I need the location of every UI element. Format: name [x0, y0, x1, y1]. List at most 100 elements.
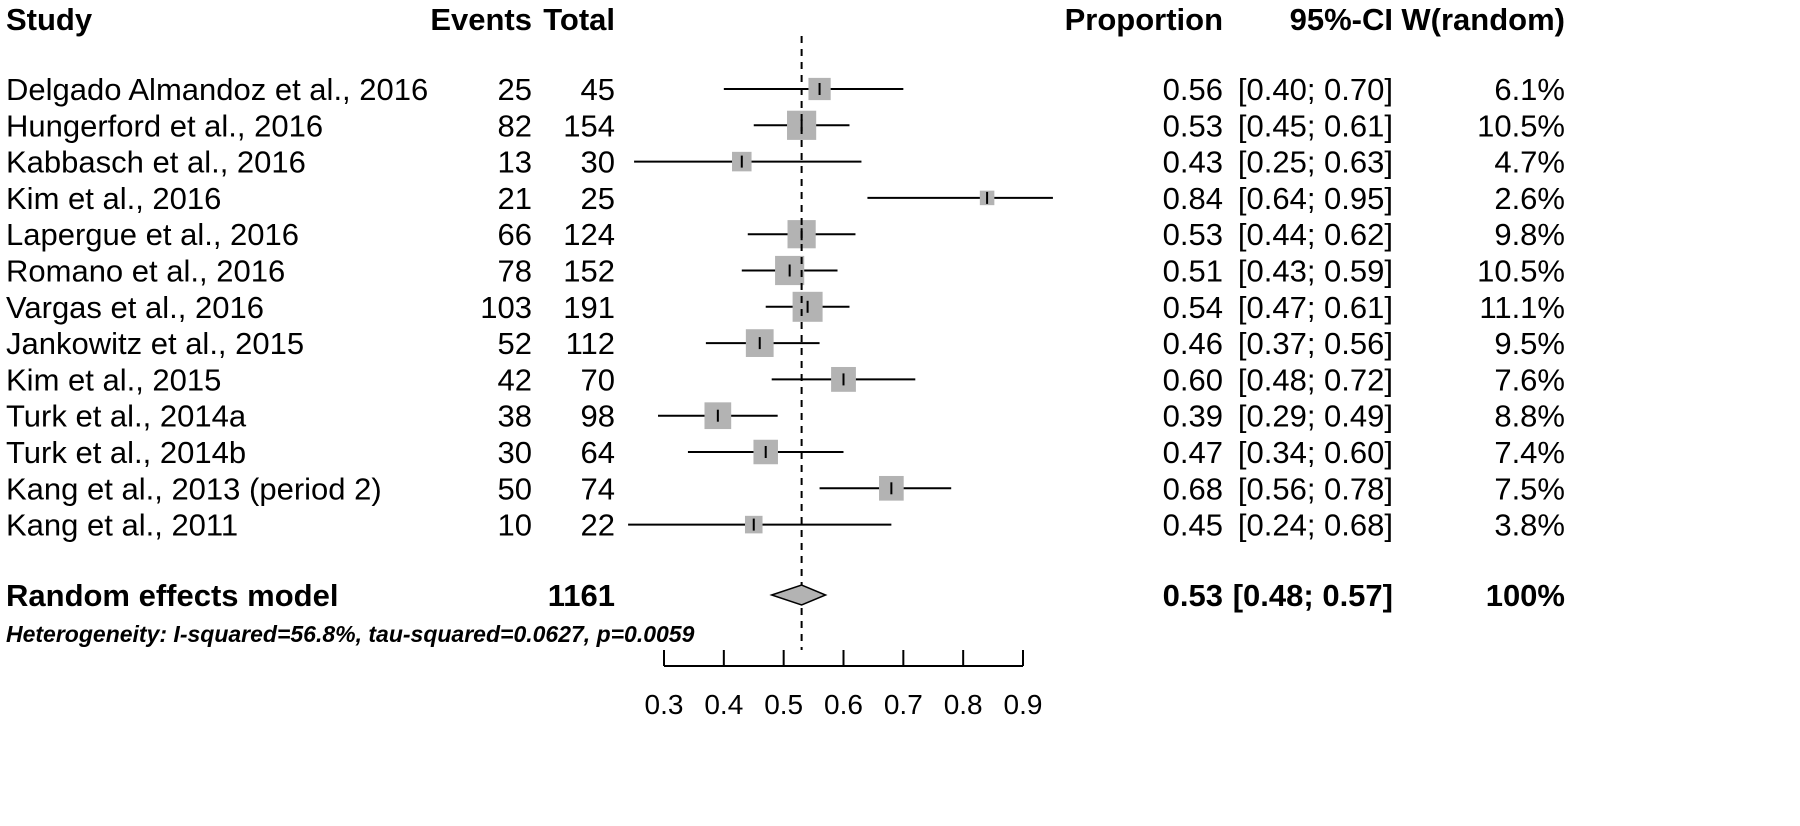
pooled-label: Random effects model	[6, 578, 338, 613]
x-tick-label: 0.9	[1004, 689, 1043, 720]
study-weight: 10.5%	[1477, 108, 1565, 143]
x-tick-label: 0.3	[645, 689, 684, 720]
study-weight: 2.6%	[1494, 181, 1565, 216]
x-tick-label: 0.8	[944, 689, 983, 720]
study-total: 45	[581, 72, 615, 107]
study-name: Vargas et al., 2016	[6, 290, 264, 325]
study-events: 13	[498, 145, 532, 180]
study-total: 154	[563, 108, 615, 143]
study-events: 103	[480, 290, 532, 325]
study-events: 10	[498, 508, 532, 543]
study-row: Turk et al., 2014b 30 64 0.47 [0.34; 0.60] 7.…	[6, 435, 1565, 470]
study-proportion: 0.53	[1163, 217, 1223, 252]
total-column-header: Total	[543, 2, 615, 37]
x-tick-label: 0.7	[884, 689, 923, 720]
study-weight: 9.5%	[1494, 326, 1565, 361]
ci-column-header: 95%-CI	[1290, 2, 1393, 37]
study-weight: 6.1%	[1494, 72, 1565, 107]
study-proportion: 0.54	[1163, 290, 1223, 325]
study-weight: 7.5%	[1494, 471, 1565, 506]
study-total: 25	[581, 181, 615, 216]
study-total: 152	[563, 254, 615, 289]
study-proportion: 0.51	[1163, 254, 1223, 289]
study-weight: 4.7%	[1494, 145, 1565, 180]
study-total: 124	[563, 217, 615, 252]
x-tick-label: 0.5	[764, 689, 803, 720]
study-name: Lapergue et al., 2016	[6, 217, 299, 252]
study-weight: 9.8%	[1494, 217, 1565, 252]
pooled-diamond	[769, 584, 828, 606]
study-row: Jankowitz et al., 2015 52 112 0.46 [0.37; 0.…	[6, 326, 1565, 361]
study-events: 25	[498, 72, 532, 107]
study-column-header: Study	[6, 2, 93, 37]
study-row: Kim et al., 2015 42 70 0.60 [0.48; 0.72] 7.6%	[6, 362, 1565, 397]
study-total: 22	[581, 508, 615, 543]
x-tick-label: 0.6	[824, 689, 863, 720]
pooled-weight: 100%	[1486, 578, 1565, 613]
study-events: 50	[498, 471, 532, 506]
study-ci: [0.37; 0.56]	[1238, 326, 1393, 361]
study-ci: [0.25; 0.63]	[1238, 145, 1393, 180]
study-ci: [0.29; 0.49]	[1238, 399, 1393, 434]
study-proportion: 0.39	[1163, 399, 1223, 434]
study-name: Kabbasch et al., 2016	[6, 145, 306, 180]
study-name: Kang et al., 2013 (period 2)	[6, 471, 382, 506]
weight-column-header: W(random)	[1401, 2, 1565, 37]
study-ci: [0.45; 0.61]	[1238, 108, 1393, 143]
study-name: Turk et al., 2014b	[6, 435, 246, 470]
pooled-ci: [0.48; 0.57]	[1233, 578, 1393, 613]
study-weight: 3.8%	[1494, 508, 1565, 543]
study-name: Kang et al., 2011	[6, 508, 238, 543]
study-total: 74	[581, 471, 615, 506]
study-row: Kang et al., 2011 10 22 0.45 [0.24; 0.68] 3.8…	[6, 508, 1565, 543]
study-weight: 8.8%	[1494, 399, 1565, 434]
study-ci: [0.24; 0.68]	[1238, 508, 1393, 543]
study-total: 191	[563, 290, 615, 325]
header-row: Study Events Total Proportion 95%-CI W(r…	[6, 2, 1565, 37]
study-row: Turk et al., 2014a 38 98 0.39 [0.29; 0.49] 8.…	[6, 399, 1565, 434]
study-proportion: 0.60	[1163, 362, 1223, 397]
study-events: 30	[498, 435, 532, 470]
x-tick-label: 0.4	[704, 689, 743, 720]
study-events: 21	[498, 181, 532, 216]
proportion-column-header: Proportion	[1065, 2, 1223, 37]
study-ci: [0.64; 0.95]	[1238, 181, 1393, 216]
study-name: Kim et al., 2015	[6, 362, 221, 397]
study-row: Delgado Almandoz et al., 2016 25 45 0.56 [0.…	[6, 72, 1565, 107]
study-events: 52	[498, 326, 532, 361]
study-name: Jankowitz et al., 2015	[6, 326, 304, 361]
study-ci: [0.47; 0.61]	[1238, 290, 1393, 325]
pooled-total: 1161	[548, 578, 615, 613]
study-name: Delgado Almandoz et al., 2016	[6, 72, 428, 107]
study-total: 112	[566, 326, 615, 361]
study-proportion: 0.53	[1163, 108, 1223, 143]
study-proportion: 0.45	[1163, 508, 1223, 543]
study-total: 64	[581, 435, 615, 470]
study-total: 30	[581, 145, 615, 180]
study-events: 66	[498, 217, 532, 252]
study-row: Lapergue et al., 2016 66 124 0.53 [0.44; 0.6…	[6, 217, 1565, 252]
study-proportion: 0.43	[1163, 145, 1223, 180]
study-proportion: 0.56	[1163, 72, 1223, 107]
study-proportion: 0.47	[1163, 435, 1223, 470]
study-name: Turk et al., 2014a	[6, 399, 247, 434]
study-weight: 7.4%	[1494, 435, 1565, 470]
study-row: Kang et al., 2013 (period 2) 50 74 0.68 [0.5…	[6, 471, 1565, 506]
x-axis: 0.3 0.4 0.5 0.6 0.7 0.8 0.9	[645, 650, 1043, 720]
study-ci: [0.34; 0.60]	[1238, 435, 1393, 470]
study-ci: [0.48; 0.72]	[1238, 362, 1393, 397]
study-proportion: 0.46	[1163, 326, 1223, 361]
study-proportion: 0.84	[1163, 181, 1223, 216]
study-weight: 11.1%	[1479, 290, 1565, 325]
study-ci: [0.44; 0.62]	[1238, 217, 1393, 252]
study-name: Romano et al., 2016	[6, 254, 285, 289]
study-weight: 10.5%	[1477, 254, 1565, 289]
study-events: 42	[498, 362, 532, 397]
pooled-proportion: 0.53	[1163, 578, 1223, 613]
study-row: Kim et al., 2016 21 25 0.84 [0.64; 0.95] 2.6%	[6, 181, 1565, 216]
study-row: Romano et al., 2016 78 152 0.51 [0.43; 0.59]…	[6, 254, 1565, 289]
pooled-row: Random effects model 1161 0.53 [0.48; 0.…	[6, 578, 1565, 613]
study-row: Vargas et al., 2016 103 191 0.54 [0.47; 0.61…	[6, 290, 1565, 325]
study-row: Hungerford et al., 2016 82 154 0.53 [0.45; 0…	[6, 108, 1565, 143]
study-ci: [0.40; 0.70]	[1238, 72, 1393, 107]
